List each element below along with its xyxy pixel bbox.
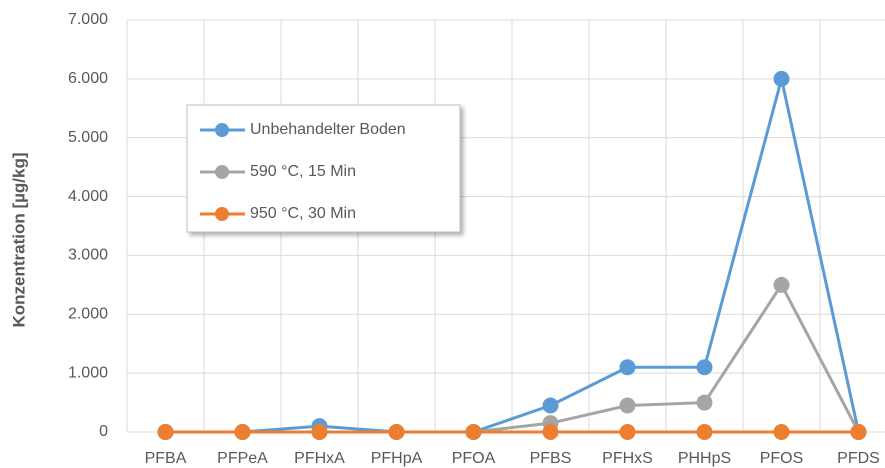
x-tick-label: PFBA	[145, 450, 187, 467]
series-line	[165, 78, 860, 434]
y-tick-label: 0	[99, 423, 108, 440]
y-tick-label: 4.000	[68, 188, 108, 205]
data-point	[773, 424, 790, 440]
data-point	[773, 70, 790, 87]
y-tick-label: 2.000	[68, 306, 108, 323]
y-tick-label: 1.000	[68, 364, 108, 381]
data-point	[234, 424, 251, 440]
x-tick-label: PFOS	[760, 450, 804, 467]
legend-label: 590 °C, 15 Min	[250, 163, 356, 180]
x-tick-label: PFHpA	[371, 450, 423, 467]
data-point	[157, 424, 174, 440]
data-point	[388, 424, 405, 440]
legend-marker	[215, 123, 229, 137]
data-point	[773, 276, 790, 293]
data-point	[619, 397, 636, 414]
data-point	[619, 424, 636, 440]
y-axis-label: Konzentration [µg/kg]	[9, 152, 28, 327]
legend-box	[186, 104, 461, 233]
legend-label: 950 °C, 30 Min	[250, 205, 356, 222]
data-point	[465, 424, 482, 440]
x-tick-label: PHHpS	[678, 450, 731, 467]
y-tick-label: 7.000	[68, 11, 108, 28]
x-tick-label: PFBS	[530, 450, 572, 467]
data-point	[696, 424, 713, 440]
x-tick-label: PFHxA	[294, 450, 345, 467]
data-point	[619, 359, 636, 376]
data-point	[850, 424, 867, 440]
x-tick-label: PFHxS	[602, 450, 653, 467]
data-point	[542, 424, 559, 440]
data-point	[696, 359, 713, 376]
y-tick-label: 3.000	[68, 247, 108, 264]
data-point	[311, 424, 328, 440]
x-tick-label: PFOA	[452, 450, 496, 467]
data-point	[696, 394, 713, 411]
legend-marker	[215, 207, 229, 221]
y-tick-label: 5.000	[68, 129, 108, 146]
data-point	[542, 397, 559, 414]
y-tick-label: 6.000	[68, 70, 108, 87]
x-tick-label: PFPeA	[217, 450, 268, 467]
legend-marker	[215, 165, 229, 179]
legend-label: Unbehandelter Boden	[250, 121, 406, 138]
x-tick-label: PFDS	[837, 450, 880, 467]
